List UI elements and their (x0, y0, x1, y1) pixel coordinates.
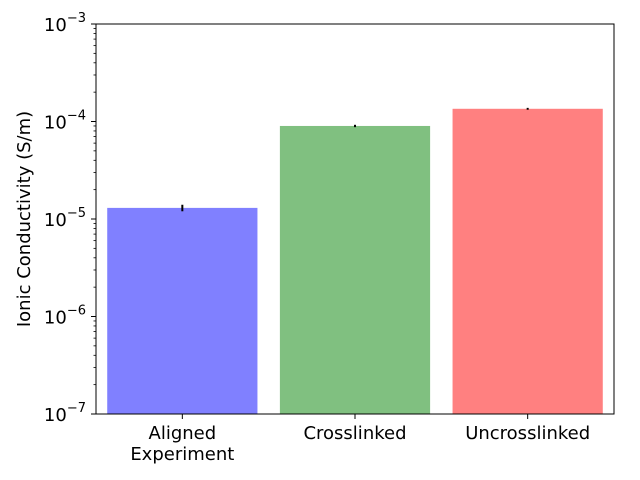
bar-1 (279, 125, 431, 414)
y-tick-label-4: 10−3 (44, 11, 86, 36)
y-tick-label-0: 10−7 (44, 401, 86, 426)
x-axis-ticks: Aligned Experiment Crosslinked Uncrosslinke… (130, 414, 590, 465)
x-tick-label-1: Crosslinked (303, 423, 406, 444)
y-tick-label-3: 10−4 (44, 109, 86, 134)
x-tick-label-0: Aligned Experiment (130, 423, 234, 465)
bar-0 (107, 207, 258, 414)
error-bars-group (181, 107, 529, 212)
x-tick-label-2: Uncrosslinked (465, 423, 590, 444)
y-axis-ticks: 10−7 10−6 10−5 10−4 10−3 (44, 11, 96, 426)
y-tick-label-1: 10−6 (44, 304, 86, 329)
bar-2 (452, 108, 603, 415)
y-tick-label-2: 10−5 (44, 206, 86, 231)
y-axis-label: Ionic Conductivity (S/m) (14, 111, 35, 327)
bars-group (107, 108, 603, 415)
